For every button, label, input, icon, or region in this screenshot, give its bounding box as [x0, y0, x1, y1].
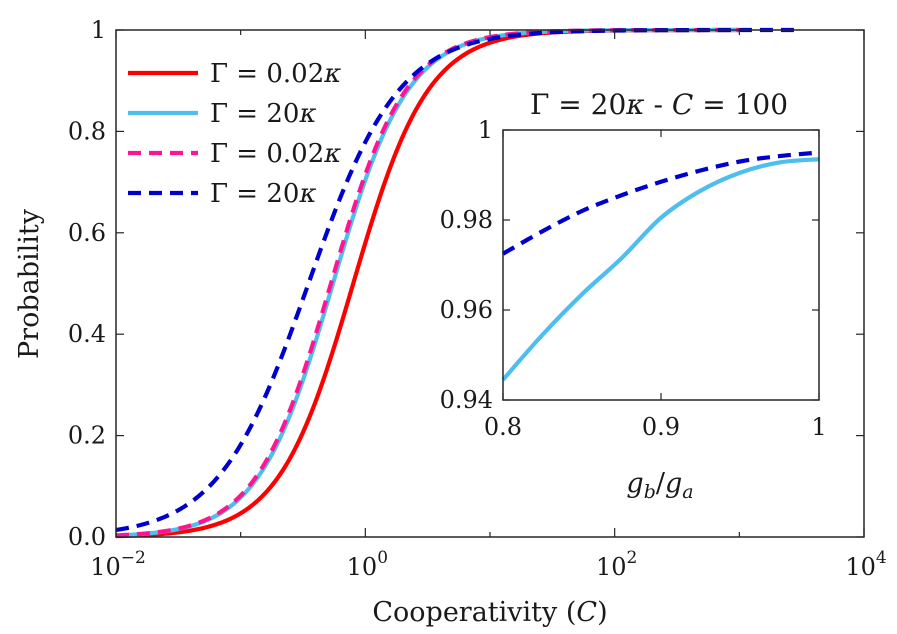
inset-plot-frame: [502, 129, 820, 401]
legend-kappa: κ: [323, 139, 341, 169]
y-tick-label: 0.0: [68, 523, 106, 551]
x-axis-label: Cooperativity (C): [372, 597, 607, 628]
legend-num: 20: [266, 99, 299, 129]
inset-xlabel-g2: g: [665, 468, 682, 499]
legend-kappa: κ: [323, 59, 341, 89]
y-tick-label: 0.4: [68, 320, 106, 348]
legend-gamma: Γ: [210, 179, 228, 209]
inset-axes: 0.94 0.96 0.98 1 0.8 0.9 1 Γ = 20κ - C = 100 g…: [440, 88, 827, 503]
legend-num: 20: [266, 179, 299, 209]
legend-gamma: Γ: [210, 139, 228, 169]
x-tick-label: 10−2: [90, 548, 146, 581]
inset-x-axis-label: gb/ga: [626, 468, 693, 503]
x-tick-base: 10: [845, 553, 876, 581]
inset-y-tick-label: 1: [478, 116, 493, 144]
inset-series-2-dashed-line: [501, 150, 820, 256]
x-tick-exponent: −2: [121, 548, 146, 568]
legend-label-3: Γ = 0.02κ: [210, 139, 341, 169]
legend-eq: =: [228, 179, 266, 209]
x-tick-base: 10: [90, 553, 121, 581]
x-tick-base: 10: [596, 553, 627, 581]
y-axis-label: Probability: [14, 208, 45, 359]
x-tick-exponent: 0: [377, 548, 388, 568]
x-tick-label: 104: [845, 548, 886, 581]
inset-title-gamma: Γ: [530, 88, 549, 121]
legend-num: 0.02: [266, 59, 324, 89]
inset-y-tick-label: 0.98: [440, 206, 493, 234]
inset-title-sep: -: [645, 88, 672, 121]
legend-kappa: κ: [298, 99, 316, 129]
inset-y-tick-label: 0.96: [440, 296, 493, 324]
legend-eq: =: [228, 139, 266, 169]
inset-title-kappa: κ: [625, 88, 644, 121]
inset-xlabel-g1: g: [626, 468, 643, 499]
y-tick-label: 1: [91, 16, 106, 44]
y-tick-label: 0.8: [68, 117, 106, 145]
x-tick-exponent: 4: [876, 548, 887, 568]
inset-xlabel-sub1: b: [644, 481, 656, 503]
inset-title: Γ = 20κ - C = 100: [530, 88, 788, 121]
inset-x-tick-label: 0.9: [642, 413, 680, 441]
inset-y-tick-label: 0.94: [440, 386, 493, 414]
y-tick-label: 0.2: [68, 422, 106, 450]
legend-gamma: Γ: [210, 59, 228, 89]
inset-title-value: = 100: [693, 88, 788, 121]
legend-gamma: Γ: [210, 99, 228, 129]
legend-label-1: Γ = 0.02κ: [210, 59, 341, 89]
y-tick-label: 0.6: [68, 219, 106, 247]
inset-background: [503, 130, 819, 400]
legend-eq: =: [228, 59, 266, 89]
legend-label-4: Γ = 20κ: [210, 179, 317, 209]
inset-title-eq: = 20: [549, 88, 626, 121]
inset-xlabel-slash: /: [656, 468, 666, 499]
legend-kappa: κ: [298, 179, 316, 209]
inset-x-tick-label: 0.8: [484, 413, 522, 441]
x-axis-label-close: ): [597, 597, 608, 628]
x-tick-base: 10: [347, 553, 378, 581]
main-plot-frame: [115, 29, 865, 538]
inset-curves: [501, 150, 820, 382]
inset-title-c: C: [672, 88, 693, 121]
x-tick-exponent: 2: [627, 548, 638, 568]
x-tick-label: 102: [596, 548, 637, 581]
x-axis-label-text: Cooperativity (: [372, 597, 576, 628]
x-axis-label-symbol: C: [576, 597, 597, 628]
legend-label-2: Γ = 20κ: [210, 99, 317, 129]
legend-num: 0.02: [266, 139, 324, 169]
inset-series-1-solid-line: [501, 157, 820, 382]
x-tick-label: 100: [347, 548, 388, 581]
inset-xlabel-sub2: a: [682, 481, 693, 503]
legend-eq: =: [228, 99, 266, 129]
inset-x-tick-label: 1: [811, 413, 826, 441]
